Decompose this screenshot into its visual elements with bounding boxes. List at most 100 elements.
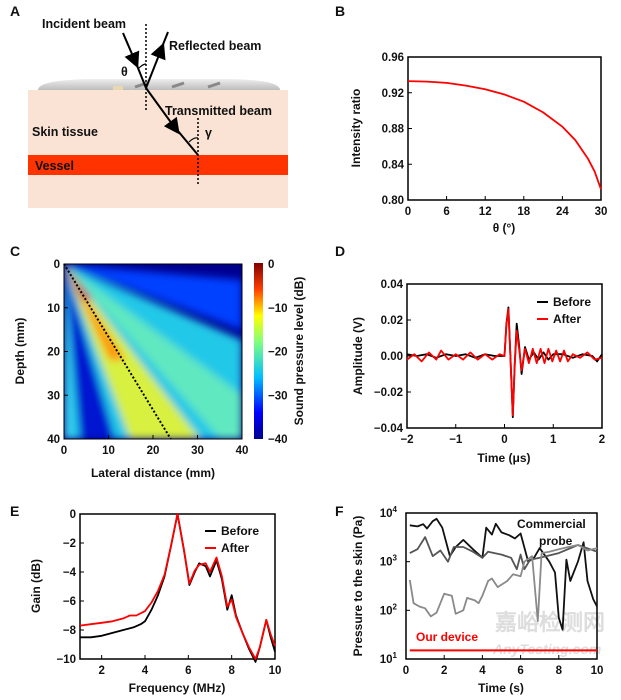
transmitted-beam-line xyxy=(172,124,199,156)
chart-b: 0 6 12 18 24 30 0.80 0.84 0.88 0.92 0.96 xyxy=(382,52,608,218)
y-tick-label: −4 xyxy=(63,567,77,579)
x-tick-label: 18 xyxy=(517,206,530,218)
x-tick-label: 4 xyxy=(479,665,486,677)
series-after xyxy=(406,308,603,417)
legend-d: Before After xyxy=(537,295,591,326)
legend-before: Before xyxy=(221,524,259,538)
x-tick-label: 8 xyxy=(228,665,235,677)
y-axis-label-e: Gain (dB) xyxy=(29,559,43,613)
gamma-arc xyxy=(188,137,199,143)
y-tick-label: 104 xyxy=(380,505,398,520)
panel-label-f: F xyxy=(335,503,344,519)
x-tick-label: 12 xyxy=(479,206,492,218)
y-tick-label: 40 xyxy=(47,434,60,446)
tick-exponent: 3 xyxy=(393,554,398,563)
y-tick-label: −10 xyxy=(56,654,76,666)
device-lens xyxy=(38,79,280,90)
x-tick-label: 2 xyxy=(98,665,104,677)
x-tick-label: 10 xyxy=(591,665,604,677)
theta-arc xyxy=(138,63,147,69)
x-axis-label-d: Time (μs) xyxy=(477,451,530,465)
skin-layer xyxy=(28,90,288,208)
x-tick-label: 10 xyxy=(269,665,282,677)
y-tick-label: 0.80 xyxy=(382,195,404,207)
legend-before: Before xyxy=(553,295,591,309)
reflected-beam-label: Reflected beam xyxy=(169,39,261,53)
transmitted-beam-label: Transmitted beam xyxy=(165,104,272,118)
x-tick-label: 6 xyxy=(517,665,523,677)
series-intensity-ratio xyxy=(407,80,602,190)
y-tick-label: 102 xyxy=(380,602,398,617)
colorbar-tick-label: −20 xyxy=(268,347,288,359)
y-tick-label: 101 xyxy=(380,651,398,666)
x-axis-label-b: θ (°) xyxy=(493,221,516,235)
x-tick-label: 0 xyxy=(405,206,411,218)
skin-tissue-label: Skin tissue xyxy=(32,125,98,139)
x-axis-label-e: Frequency (MHz) xyxy=(129,681,226,695)
diagram-a: Incident beam Reflected beam θ Transmitt… xyxy=(28,17,288,208)
heatmap-mainlobe xyxy=(64,264,200,439)
y-tick-label: 0.84 xyxy=(382,159,405,171)
vessel-label: Vessel xyxy=(35,159,74,173)
series-commercial-probe-3 xyxy=(408,544,598,622)
incident-arrow xyxy=(122,32,140,69)
x-tick-label: −1 xyxy=(449,434,463,446)
y-tick-label: 0.00 xyxy=(381,351,403,363)
y-tick-label: 0.88 xyxy=(382,124,405,136)
y-tick-label: −2 xyxy=(63,538,76,550)
heatmap-sidelobe xyxy=(64,264,242,330)
y-tick-label: 0.92 xyxy=(382,88,404,100)
x-tick-label: 2 xyxy=(441,665,447,677)
plot-frame xyxy=(405,512,598,660)
heatmap-null xyxy=(64,264,115,439)
x-tick-label: 0 xyxy=(61,445,67,457)
panel-label-b: B xyxy=(335,3,345,19)
x-tick-label: −2 xyxy=(400,434,413,446)
y-tick-label: −8 xyxy=(63,625,77,637)
y-tick-label: −6 xyxy=(63,596,76,608)
vessel-layer xyxy=(28,155,288,175)
device-element xyxy=(207,81,221,89)
x-tick-label: 4 xyxy=(142,665,149,677)
y-axis-label-d: Amplitude (V) xyxy=(351,317,365,395)
legend-e: Before After xyxy=(205,524,259,555)
y-tick-label: 0.02 xyxy=(381,315,403,327)
x-axis-label-f: Time (s) xyxy=(478,681,524,695)
incident-beam-line xyxy=(133,57,147,89)
x-tick-label: 30 xyxy=(191,445,204,457)
device-component xyxy=(113,86,123,90)
plot-frame xyxy=(407,56,602,201)
x-tick-label: 6 xyxy=(185,665,191,677)
series-commercial-probe-2 xyxy=(409,536,598,571)
colorbar-tick-label: −40 xyxy=(268,434,288,446)
series-commercial-probe-1 xyxy=(409,517,598,631)
series-after xyxy=(79,513,276,660)
watermark-en: AnyTesting.com xyxy=(492,641,601,657)
colorbar-tick-label: 0 xyxy=(268,259,274,271)
colorbar-tick-label: −30 xyxy=(268,390,288,402)
y-tick-label: 0.96 xyxy=(382,52,404,64)
chart-e: 2 4 6 8 10 −10 −8 −6 −4 −2 0 xyxy=(56,509,281,677)
tick-exponent: 1 xyxy=(393,651,398,660)
chart-d: −2 −1 0 1 2 −0.04 −0.02 0.00 0.02 0.04 xyxy=(374,279,605,446)
panel-label-c: C xyxy=(10,243,20,259)
y-axis-label-f: Pressure to the skin (Pa) xyxy=(351,516,365,657)
y-tick-label: 20 xyxy=(47,347,60,359)
y-tick-label: 10 xyxy=(47,303,60,315)
y-tick-label: −0.04 xyxy=(374,423,404,435)
tick-exponent: 4 xyxy=(393,505,398,514)
heatmap-mainlobe-peak xyxy=(64,264,92,300)
x-tick-label: 30 xyxy=(595,206,608,218)
reflected-beam-line xyxy=(159,31,169,53)
x-tick-label: 6 xyxy=(443,206,449,218)
legend-after: After xyxy=(221,541,249,555)
y-axis-label-b: Intensity ratio xyxy=(349,89,363,168)
y-tick-label: 30 xyxy=(47,390,60,402)
device-element xyxy=(171,81,185,89)
x-tick-label: 20 xyxy=(147,445,160,457)
colorbar-label: Sound pressure level (dB) xyxy=(292,277,306,426)
x-tick-label: 0 xyxy=(403,665,409,677)
x-tick-label: 0 xyxy=(501,434,507,446)
reflected-arrow xyxy=(145,42,166,89)
